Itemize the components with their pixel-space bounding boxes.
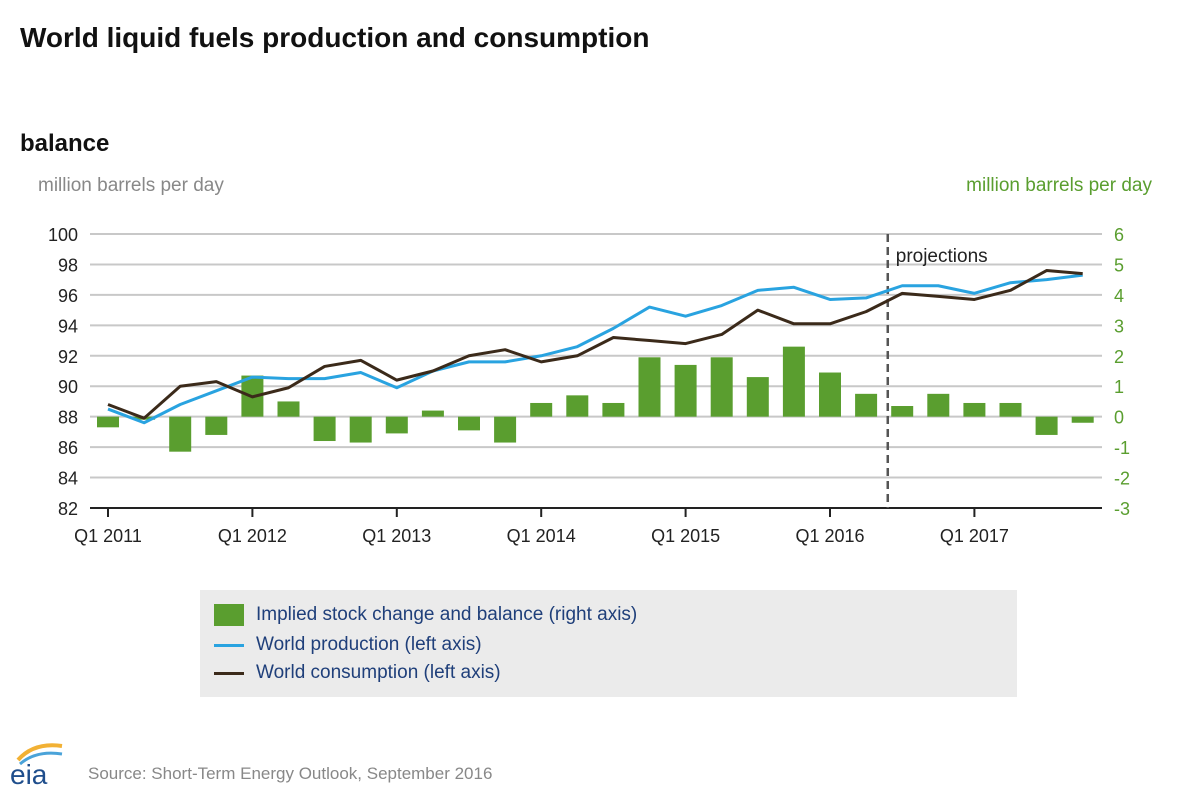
legend-item-stock-change: Implied stock change and balance (right … xyxy=(214,604,637,626)
x-tick-label: Q1 2013 xyxy=(362,526,431,546)
bar-stock-change xyxy=(819,372,841,417)
bar-stock-change xyxy=(530,402,553,417)
left-tick-label: 86 xyxy=(58,438,78,458)
bar-stock-change xyxy=(927,393,950,417)
bar-stock-change xyxy=(891,406,914,417)
legend-label: World production (left axis) xyxy=(256,634,482,655)
legend: Implied stock change and balance (right … xyxy=(200,590,1017,697)
left-tick-label: 88 xyxy=(58,408,78,428)
right-tick-label: -2 xyxy=(1114,469,1130,489)
right-tick-label: 1 xyxy=(1114,377,1124,397)
legend-item-production: World production (left axis) xyxy=(214,634,482,656)
right-axis-unit: million barrels per day xyxy=(966,175,1152,196)
legend-label: Implied stock change and balance (right … xyxy=(256,604,638,625)
right-tick-label: 2 xyxy=(1114,347,1124,367)
x-tick-label: Q1 2016 xyxy=(795,526,864,546)
bar-stock-change xyxy=(1035,416,1058,435)
bar-stock-change xyxy=(494,416,517,443)
bar-stock-change xyxy=(1071,416,1094,423)
bar-stock-change xyxy=(855,393,878,417)
bar-stock-change xyxy=(963,402,986,417)
left-tick-label: 82 xyxy=(58,499,78,519)
x-tick-label: Q1 2012 xyxy=(218,526,287,546)
left-tick-label: 96 xyxy=(58,286,78,306)
bar-stock-change xyxy=(674,364,697,417)
right-tick-label: 5 xyxy=(1114,255,1124,275)
left-tick-label: 92 xyxy=(58,347,78,367)
bar-stock-change xyxy=(277,401,300,417)
bar-stock-change xyxy=(169,416,192,452)
x-tick-label: Q1 2015 xyxy=(651,526,720,546)
eia-logo: eia xyxy=(4,738,74,793)
bar-stock-change xyxy=(566,395,589,417)
bar-stock-change xyxy=(205,416,228,435)
consumption-line xyxy=(107,269,1083,420)
bar-stock-change xyxy=(602,402,625,417)
right-tick-label: -1 xyxy=(1114,438,1130,458)
left-axis-unit: million barrels per day xyxy=(38,175,224,196)
x-tick-label: Q1 2017 xyxy=(940,526,1009,546)
right-tick-label: 0 xyxy=(1114,408,1124,428)
projections-label: projections xyxy=(896,246,988,267)
legend-label: World consumption (left axis) xyxy=(256,662,501,683)
bar-stock-change xyxy=(782,346,805,417)
bar-stock-change xyxy=(313,416,336,442)
right-tick-label: 6 xyxy=(1114,225,1124,245)
legend-item-consumption: World consumption (left axis) xyxy=(214,662,501,684)
legend-swatch-production xyxy=(214,643,244,647)
left-tick-label: 84 xyxy=(58,469,78,489)
chart-subtitle: balance xyxy=(20,130,110,157)
legend-swatch-consumption xyxy=(214,671,244,675)
left-tick-label: 98 xyxy=(58,255,78,275)
bar-stock-change xyxy=(421,410,444,417)
bar-stock-change xyxy=(97,416,119,428)
bar-stock-change xyxy=(999,402,1022,417)
source-note: Source: Short-Term Energy Outlook, Septe… xyxy=(88,764,493,783)
left-tick-label: 100 xyxy=(48,225,78,245)
svg-text:eia: eia xyxy=(10,759,48,788)
bar-stock-change xyxy=(349,416,372,443)
bar-stock-change xyxy=(638,357,661,417)
bar-stock-change xyxy=(710,357,733,417)
x-tick-label: Q1 2014 xyxy=(507,526,576,546)
bar-stock-change xyxy=(385,416,408,434)
production-line xyxy=(107,273,1083,425)
left-tick-label: 90 xyxy=(58,377,78,397)
chart-title: World liquid fuels production and consum… xyxy=(20,22,650,53)
bar-stock-change xyxy=(458,416,480,431)
x-tick-label: Q1 2011 xyxy=(74,526,142,546)
left-tick-label: 94 xyxy=(58,316,78,336)
bar-stock-change xyxy=(746,377,769,417)
legend-swatch-bar xyxy=(214,604,244,626)
right-tick-label: -3 xyxy=(1114,499,1130,519)
right-tick-label: 4 xyxy=(1114,286,1124,306)
right-tick-label: 3 xyxy=(1114,316,1124,336)
